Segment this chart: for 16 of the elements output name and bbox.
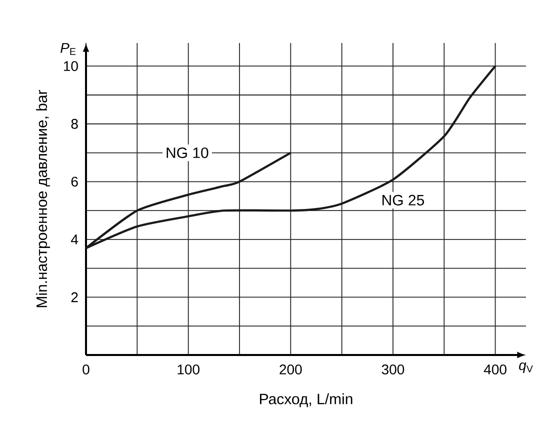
text: NG 10	[166, 147, 208, 158]
y-axis-title: Min.настроенное давление, bar	[36, 90, 50, 308]
x-tick-label: 0	[82, 364, 90, 374]
series-label: NG 25	[382, 194, 424, 206]
x-tick-label: 300	[382, 364, 404, 374]
y-tick-label: 6	[71, 176, 78, 187]
x-tick-label: 100	[178, 364, 200, 374]
y-tick-label: 2	[71, 292, 78, 302]
y-tick-label: 10	[64, 61, 78, 72]
text: q$_{V}$	[519, 362, 533, 373]
y-tick-label: 4	[71, 234, 78, 244]
y-tick-label: 8	[71, 118, 78, 129]
x-axis-title: Расход, L/min	[260, 393, 352, 408]
x-tick-label: 400	[484, 364, 506, 374]
text: P$_{E}$	[60, 43, 76, 55]
x-tick-label: 200	[280, 364, 302, 374]
